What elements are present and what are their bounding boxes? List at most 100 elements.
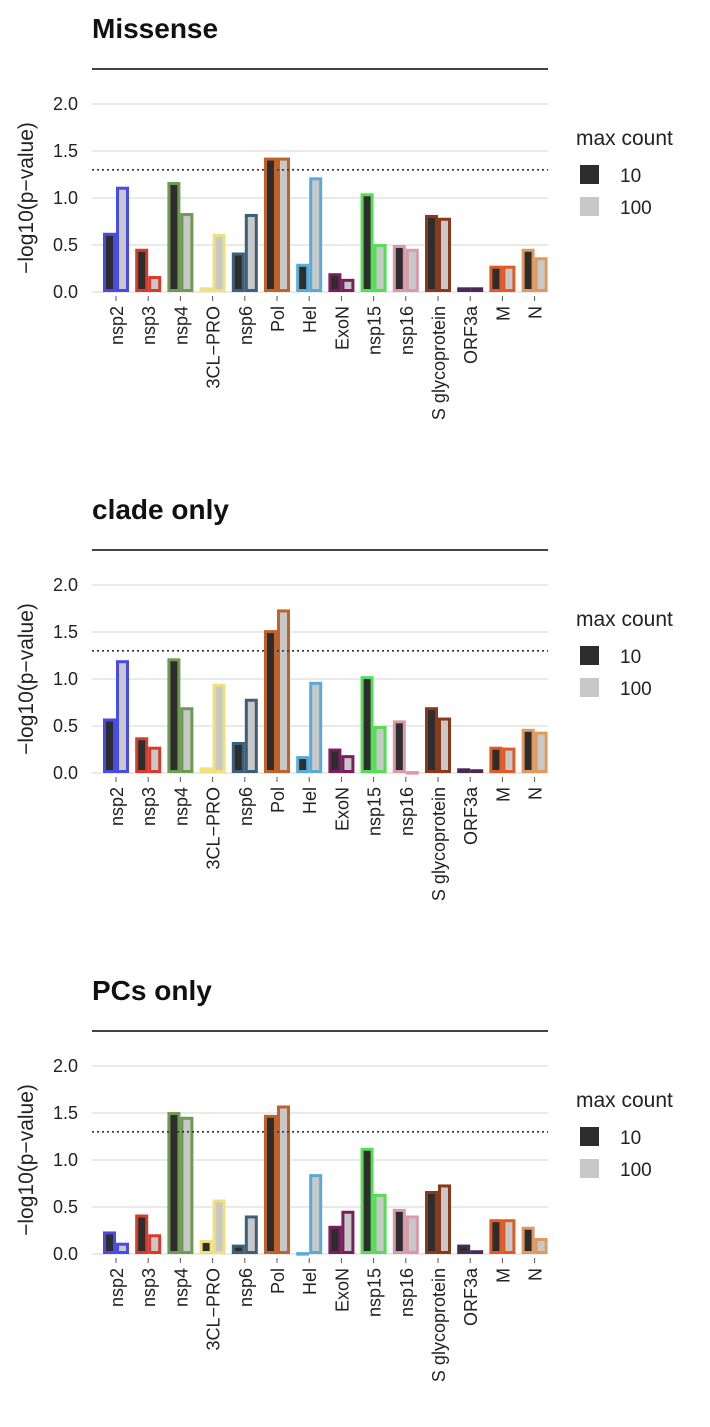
y-tick-label: 0.0: [53, 763, 78, 783]
x-tick-label-nsp15: nsp15: [365, 787, 385, 836]
bar-max10-m: [489, 1219, 503, 1254]
bar-max100-nsp16: [405, 248, 419, 292]
legend-label-100: 100: [620, 1160, 652, 1181]
bar-max100-nsp3: [148, 1234, 162, 1255]
bar-max10-exon: [328, 748, 342, 773]
x-tick-label-nsp2: nsp2: [107, 1268, 127, 1307]
bar-max10-nsp15: [360, 1147, 374, 1255]
bar-max100-nsp15: [373, 726, 387, 773]
bar-max10-n: [521, 1226, 535, 1254]
x-tick-label-nsp2: nsp2: [107, 787, 127, 826]
legend-title: max count: [576, 608, 673, 631]
legend-title: max count: [576, 127, 673, 150]
x-tick-label-m: M: [493, 1268, 513, 1283]
y-tick-label: 1.0: [53, 1150, 78, 1170]
bar-max100-n: [534, 731, 548, 774]
x-tick-label-3cl-pro: 3CL−PRO: [204, 306, 224, 389]
x-tick-label-pol: Pol: [268, 306, 288, 332]
legend-swatch-100: [580, 1159, 599, 1178]
bar-max10-s-glycoprotein: [425, 1191, 438, 1255]
bar-max100-nsp16: [405, 771, 419, 775]
x-tick-label-orf3a: ORF3a: [461, 786, 481, 845]
legend-swatch-10: [580, 1127, 599, 1146]
bar-max100-s-glycoprotein: [438, 217, 451, 293]
x-tick-label-nsp15: nsp15: [365, 1268, 385, 1317]
bar-max100-pol: [277, 1105, 290, 1254]
bar-max10-pol: [264, 1114, 277, 1254]
bar-max10-s-glycoprotein: [425, 214, 438, 292]
bar-max10-n: [521, 248, 535, 292]
bar-max10-exon: [328, 1225, 342, 1255]
bar-max10-s-glycoprotein: [425, 707, 438, 774]
x-tick-label-nsp4: nsp4: [171, 306, 191, 345]
legend: max count 10 100: [576, 1089, 673, 1181]
x-tick-label-s-glycoprotein: S glycoprotein: [429, 1268, 449, 1382]
x-tick-label-nsp16: nsp16: [397, 306, 417, 355]
x-tick-label-nsp15: nsp15: [365, 306, 385, 355]
legend-label-10: 10: [620, 1128, 641, 1149]
bar-max10-nsp2: [103, 1231, 116, 1254]
bar-max10-orf3a: [457, 287, 471, 292]
bar-max100-m: [502, 747, 516, 773]
bar-max10-orf3a: [457, 768, 471, 773]
bar-max10-nsp16: [392, 720, 406, 773]
y-tick-label: 1.5: [53, 141, 78, 161]
bar-max100-3cl-pro: [212, 1199, 226, 1254]
bar-max10-pol: [264, 157, 277, 292]
bar-max10-exon: [328, 273, 342, 293]
x-tick-label-nsp3: nsp3: [139, 1268, 159, 1307]
legend-swatch-100: [580, 678, 599, 697]
x-tick-label-nsp4: nsp4: [171, 1268, 191, 1307]
y-tick-label: 0.0: [53, 282, 78, 302]
bar-max100-exon: [341, 1210, 355, 1255]
bar-max100-3cl-pro: [212, 233, 226, 292]
bar-max100-hel: [309, 1174, 323, 1254]
y-tick-label: 0.5: [53, 235, 78, 255]
x-tick-label-exon: ExoN: [332, 1268, 352, 1312]
bar-max10-nsp6: [231, 741, 245, 773]
y-tick-label: 0.5: [53, 1197, 78, 1217]
bar-max10-nsp3: [135, 248, 149, 292]
bar-max10-n: [521, 728, 535, 774]
bar-max10-nsp3: [135, 1214, 149, 1255]
legend-swatch-100: [580, 197, 599, 216]
bar-max100-pol: [277, 157, 290, 292]
bar-max100-nsp6: [244, 213, 258, 292]
bar-max10-hel: [296, 1252, 310, 1256]
bar-max100-m: [502, 265, 516, 292]
x-tick-label-exon: ExoN: [332, 306, 352, 350]
bar-max100-n: [534, 1238, 548, 1255]
x-tick-label-n: N: [526, 1268, 546, 1281]
legend-label-10: 10: [620, 166, 641, 187]
bar-max100-nsp2: [116, 186, 129, 292]
x-tick-label-pol: Pol: [268, 1268, 288, 1294]
legend: max count 10 100: [576, 608, 673, 700]
bar-max10-nsp16: [392, 1208, 406, 1255]
panel-title: Missense: [92, 13, 218, 44]
x-tick-label-m: M: [493, 787, 513, 802]
y-tick-label: 0.0: [53, 1244, 78, 1264]
y-tick-label: 2.0: [53, 575, 78, 595]
bar-max100-nsp2: [116, 660, 129, 774]
bar-max10-nsp15: [360, 193, 374, 292]
bar-max100-pol: [277, 609, 290, 773]
bar-max100-3cl-pro: [212, 683, 226, 774]
legend-label-100: 100: [620, 679, 652, 700]
x-tick-label-nsp3: nsp3: [139, 787, 159, 826]
x-tick-label-orf3a: ORF3a: [461, 1267, 481, 1326]
x-tick-label-n: N: [526, 306, 546, 319]
panel-clade-only: clade only 0.0 0.5 1.0 1.5 2.0 −log10(p−value)…: [15, 494, 673, 901]
bar-max100-nsp6: [244, 1215, 258, 1254]
x-tick-label-nsp16: nsp16: [397, 787, 417, 836]
x-tick-label-hel: Hel: [300, 787, 320, 814]
bar-max10-3cl-pro: [199, 1239, 213, 1255]
panel-title: clade only: [92, 494, 229, 525]
y-tick-label: 0.5: [53, 716, 78, 736]
legend-swatch-10: [580, 165, 599, 184]
bar-max10-m: [489, 746, 503, 773]
bar-max100-nsp4: [180, 213, 194, 292]
bar-max100-m: [502, 1219, 516, 1254]
bar-max100-orf3a: [470, 287, 484, 292]
x-tick-label-s-glycoprotein: S glycoprotein: [429, 306, 449, 420]
legend: max count 10 100: [576, 127, 673, 219]
